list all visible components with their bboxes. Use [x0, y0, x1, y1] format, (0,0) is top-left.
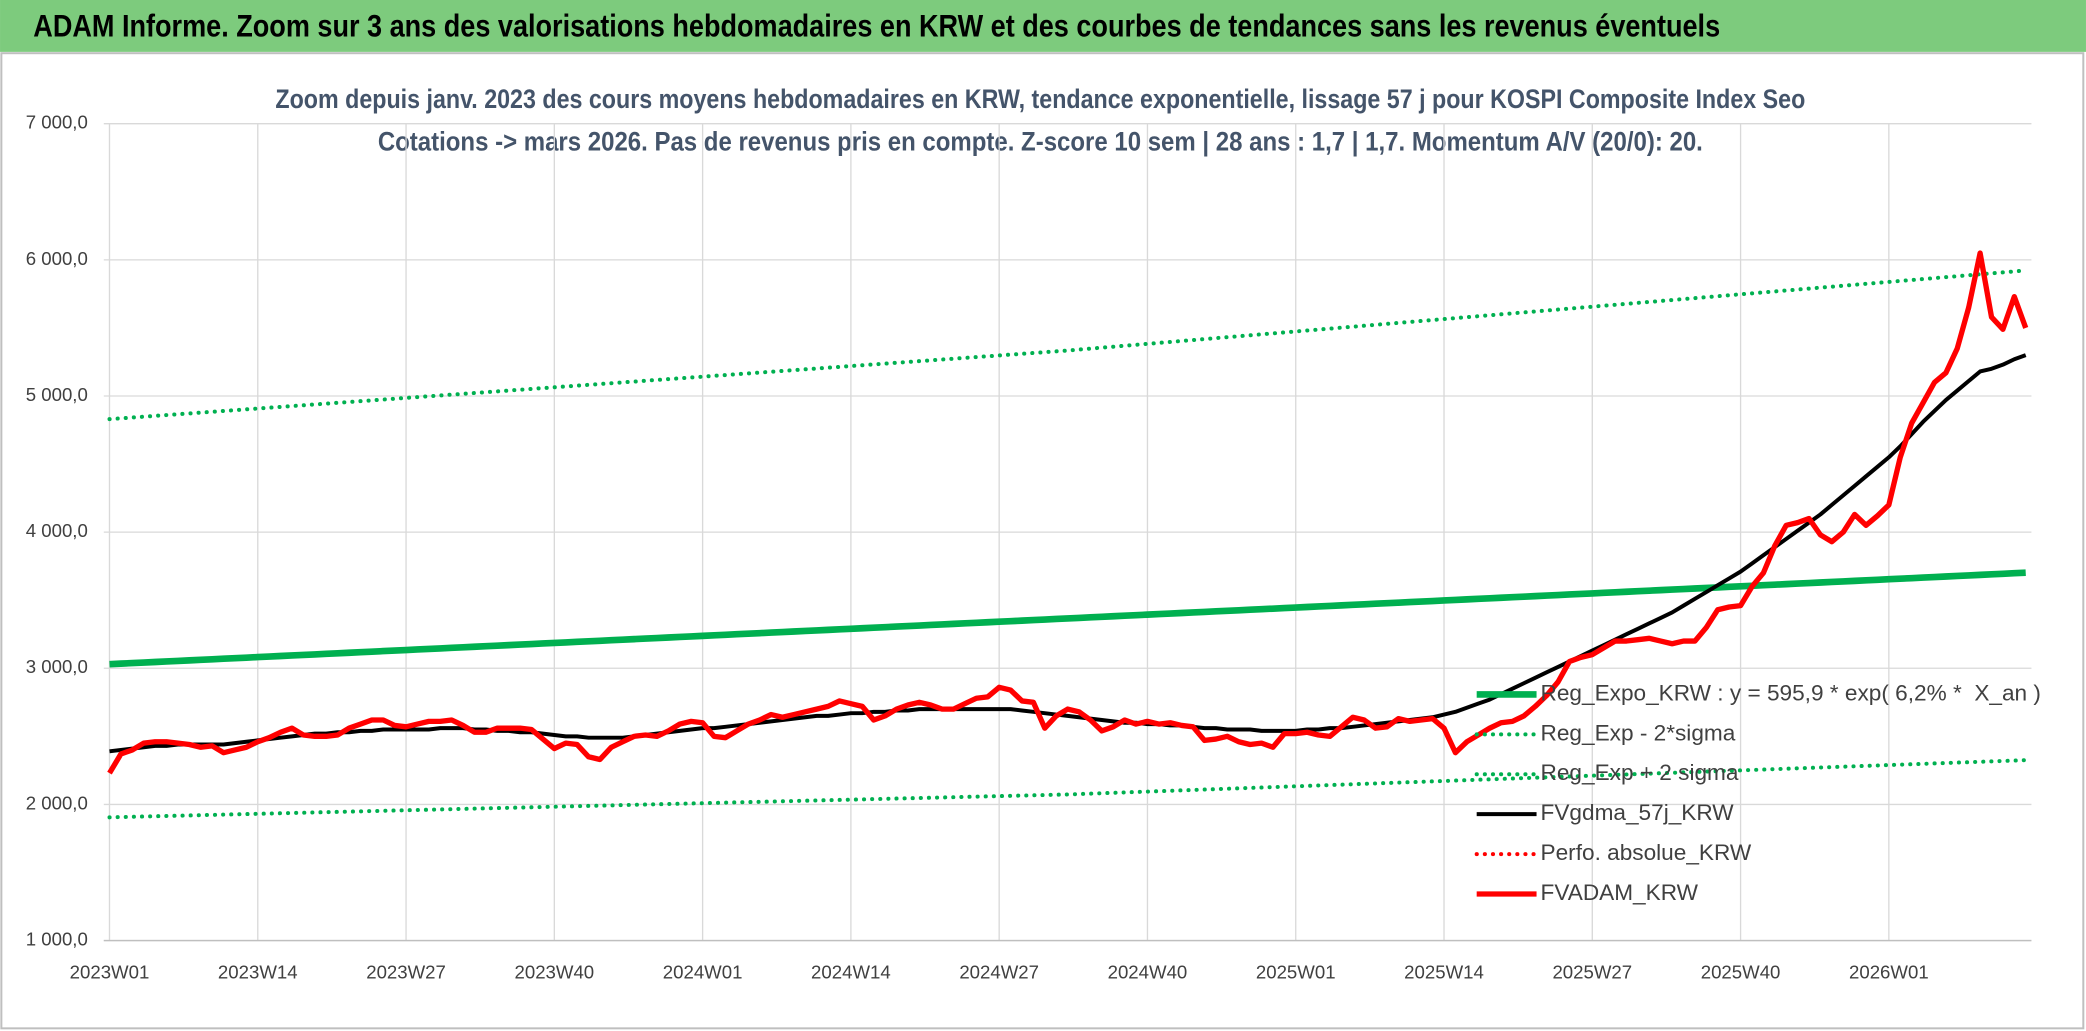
legend-label: Perfo. absolue_KRW [1541, 840, 1752, 865]
legend: Reg_Expo_KRW : y = 595,9 * exp( 6,2% * X… [1474, 680, 2041, 905]
y-tick-label: 2 000,0 [26, 792, 88, 813]
series-line [109, 353, 2027, 754]
x-tick-label: 2025W27 [1552, 962, 1632, 983]
series-line [107, 250, 2029, 775]
x-tick-label: 2024W01 [663, 962, 743, 983]
x-tick-label: 2024W14 [811, 962, 891, 983]
x-tick-label: 2023W14 [218, 962, 298, 983]
chart-title: Zoom depuis janv. 2023 des cours moyens … [275, 84, 1805, 114]
legend-label: FVADAM_KRW [1541, 880, 1699, 905]
x-tick-label: 2023W40 [514, 962, 594, 983]
x-tick-label: 2024W27 [959, 962, 1039, 983]
x-tick-label: 2025W14 [1404, 962, 1484, 983]
x-tick-label: 2023W27 [366, 962, 446, 983]
x-tick-label: 2025W01 [1256, 962, 1336, 983]
x-tick-label: 2023W01 [70, 962, 150, 983]
x-tick-label: 2024W40 [1108, 962, 1188, 983]
x-tick-label: 2026W01 [1849, 962, 1929, 983]
y-tick-label: 7 000,0 [26, 112, 88, 133]
y-tick-label: 6 000,0 [26, 248, 88, 269]
y-tick-label: 1 000,0 [26, 928, 88, 949]
chart-border [0, 52, 2085, 1030]
y-tick-label: 4 000,0 [26, 520, 88, 541]
chart-subtitle: Cotations -> mars 2026. Pas de revenus p… [378, 127, 1703, 157]
header-title: ADAM Informe. Zoom sur 3 ans des valoris… [33, 7, 1720, 43]
series-line [107, 758, 2028, 820]
legend-label: Reg_Exp - 2*sigma [1541, 720, 1736, 745]
y-tick-label: 3 000,0 [26, 656, 88, 677]
header-bar [0, 0, 2086, 52]
legend-label: Reg_Expo_KRW : y = 595,9 * exp( 6,2% * X… [1541, 680, 2041, 705]
series-line [109, 569, 2026, 668]
legend-label: FVgdma_57j_KRW [1541, 800, 1735, 825]
legend-label: Reg_Exp + 2 sigma [1541, 760, 1739, 785]
x-tick-label: 2025W40 [1701, 962, 1781, 983]
y-tick-label: 5 000,0 [26, 384, 88, 405]
